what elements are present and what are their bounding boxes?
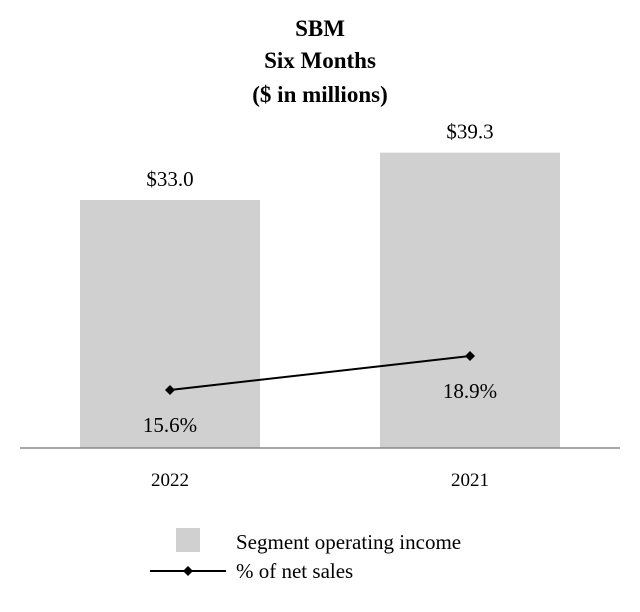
line-point-2022 [165, 385, 175, 395]
line-net-sales [169, 355, 471, 391]
legend-swatch-segment-operating-income [176, 528, 200, 552]
chart-title: SBM Six Months ($ in millions) [252, 16, 387, 107]
legend-label-segment-operating-income: Segment operating income [236, 530, 461, 554]
bar-label-2022: $33.0 [146, 167, 193, 191]
legend-label-net-sales: % of net sales [236, 559, 353, 583]
x-tick-label-2022: 2022 [151, 470, 189, 491]
line-point-2021 [465, 351, 475, 361]
bars-layer: $33.0 $39.3 [80, 120, 560, 448]
chart-title-line-2: Six Months [264, 48, 376, 73]
line-label-2022: 15.6% [143, 413, 197, 437]
line-label-2021: 18.9% [443, 379, 497, 403]
x-tick-labels: 2022 2021 [151, 470, 489, 491]
chart-title-line-3: ($ in millions) [252, 82, 387, 107]
bar-2022 [80, 200, 260, 448]
chart-title-line-1: SBM [295, 16, 345, 41]
legend-marker-net-sales [183, 566, 193, 576]
bar-2021 [380, 152, 560, 448]
bar-label-2021: $39.3 [446, 120, 493, 144]
line-layer: 15.6% 18.9% [143, 351, 497, 437]
legend: Segment operating income % of net sales [150, 528, 461, 583]
x-tick-label-2021: 2021 [451, 470, 489, 491]
